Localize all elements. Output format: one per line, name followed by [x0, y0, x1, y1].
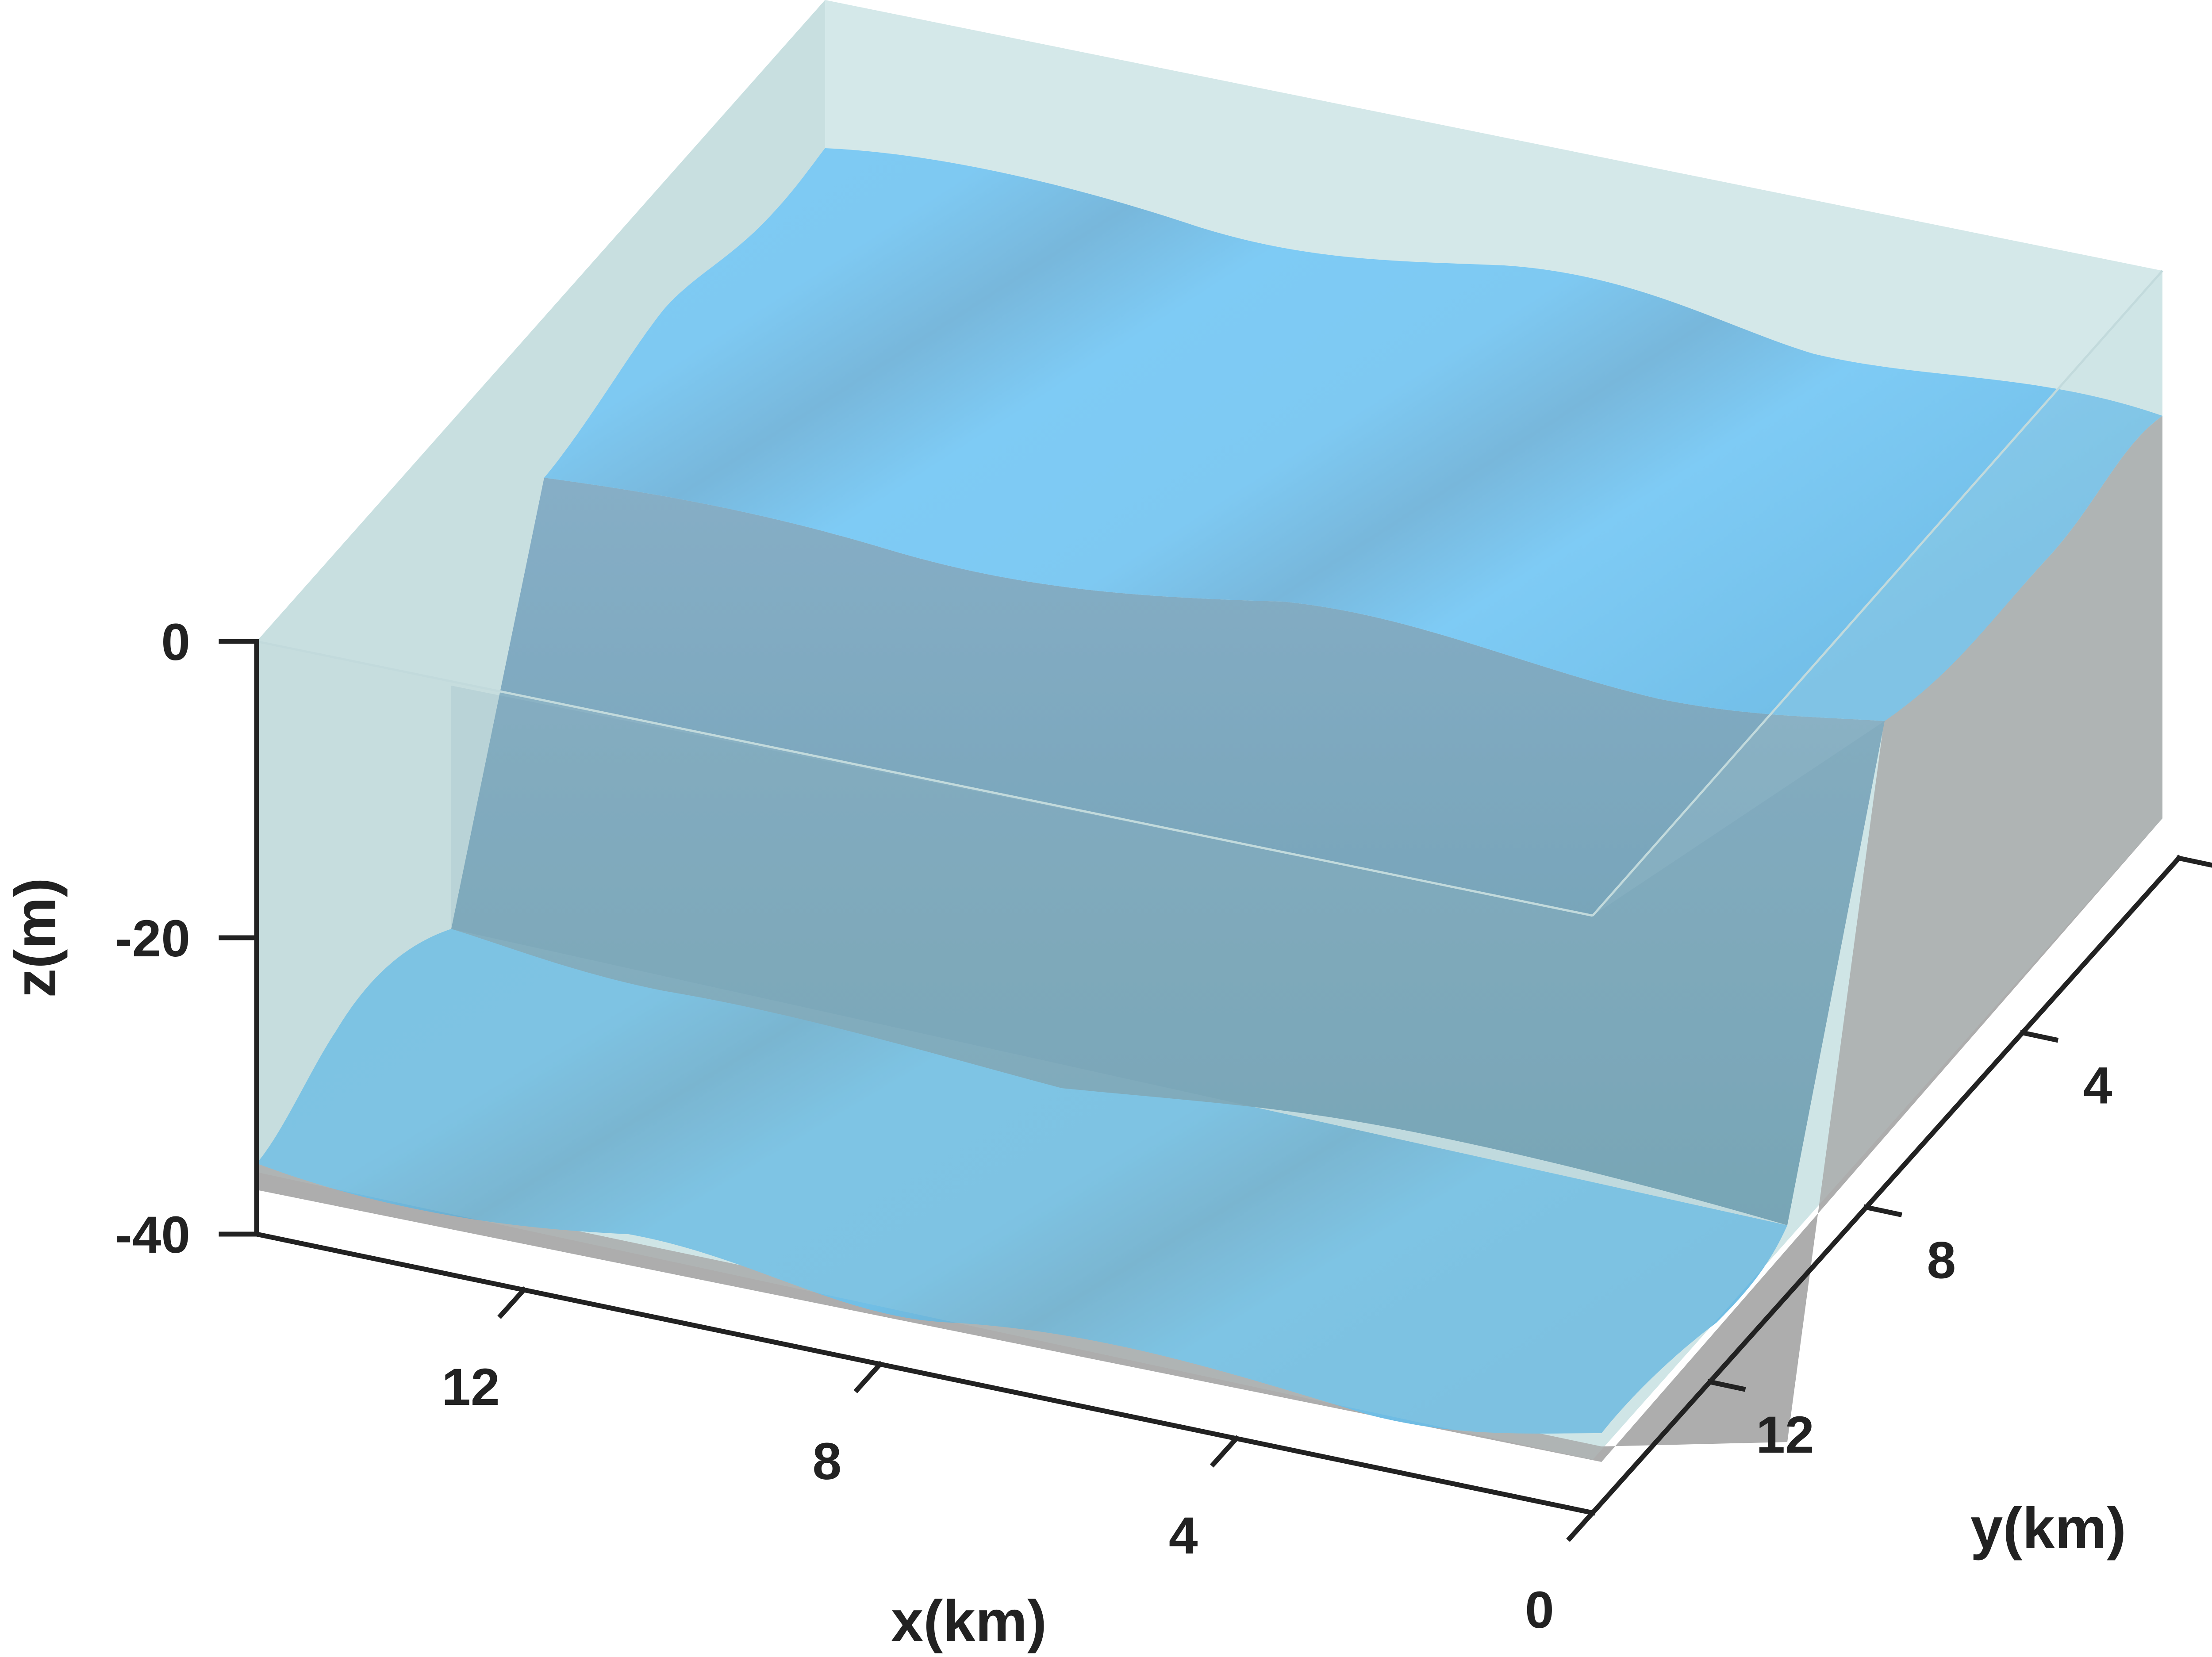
- x-tick-label: 0: [1525, 1581, 1554, 1639]
- z-axis-label: z(m): [3, 878, 68, 997]
- y-tick-label: 8: [1927, 1231, 1956, 1289]
- y-axis-label: y(km): [1970, 1496, 2126, 1561]
- y-tick-label: 4: [2083, 1057, 2112, 1115]
- y-tick-label: 12: [1756, 1406, 1814, 1464]
- side-wall-right: [1601, 416, 2162, 1462]
- water-front-face: [257, 271, 2162, 1460]
- y-axis: [1589, 855, 2182, 1516]
- x-tick: [1210, 1435, 1240, 1468]
- axis-ticks: 0-20-400481204812: [115, 613, 2212, 1639]
- water-box-front-edge: [256, 640, 1593, 917]
- y-tick: [2176, 855, 2212, 868]
- shelf-surface: [544, 148, 2162, 721]
- y-tick: [2020, 1030, 2059, 1043]
- y-axis-line: [1589, 855, 2182, 1516]
- z-tick-label: -40: [115, 1206, 190, 1264]
- x-tick-label: 4: [1169, 1507, 1198, 1565]
- z-tick-label: 0: [161, 613, 190, 671]
- y-tick: [1707, 1379, 1746, 1392]
- bathymetry-surface: [257, 148, 2162, 1434]
- water-front: [256, 270, 2163, 1460]
- slope-face: [451, 478, 1885, 1225]
- x-tick: [497, 1286, 527, 1319]
- x-axis-line: [253, 1231, 1596, 1516]
- x-axis-label: x(km): [891, 1588, 1047, 1653]
- x-axis: [253, 1231, 1596, 1516]
- x-tick: [1566, 1509, 1596, 1542]
- deep-surface: [257, 929, 1787, 1434]
- water-box-right-edge: [1592, 270, 2163, 917]
- y-tick: [1863, 1204, 1902, 1217]
- z-tick-label: -20: [115, 909, 190, 968]
- water-front-face-lower: [451, 686, 1885, 1225]
- x-tick-label: 8: [813, 1432, 842, 1491]
- x-tick-label: 12: [442, 1358, 499, 1416]
- x-tick: [853, 1361, 884, 1393]
